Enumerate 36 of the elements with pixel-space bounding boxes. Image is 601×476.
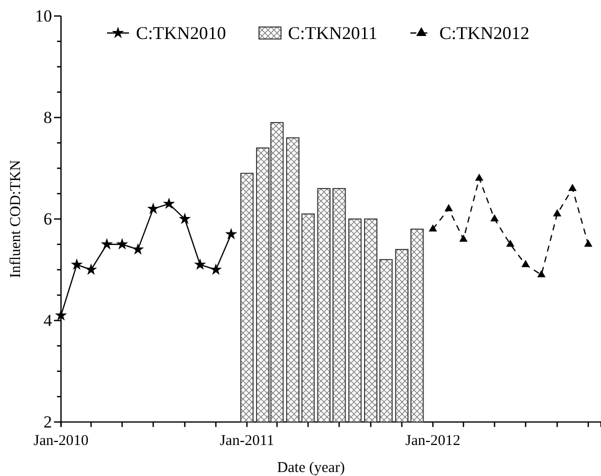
point — [70, 258, 83, 270]
point — [459, 234, 468, 242]
legend-label: C:TKN2010 — [136, 23, 226, 43]
point — [85, 263, 98, 275]
y-tick-label: 4 — [44, 310, 52, 330]
x-tick-label: Jan-2010 — [34, 433, 88, 449]
point — [506, 240, 514, 247]
point — [475, 174, 484, 181]
point — [428, 224, 438, 232]
point — [132, 243, 144, 255]
legend-label: C:TKN2011 — [288, 23, 378, 43]
point — [553, 209, 562, 216]
point — [568, 184, 577, 191]
point — [178, 212, 191, 224]
point — [537, 270, 546, 278]
point — [521, 260, 530, 268]
legend-label: C:TKN2012 — [439, 23, 530, 43]
point — [147, 202, 160, 214]
point — [210, 263, 222, 275]
x-axis-title: Date (year) — [277, 460, 345, 476]
y-tick-label: 2 — [44, 412, 52, 432]
x-tick-label: Jan-2012 — [405, 433, 460, 449]
point — [194, 258, 206, 270]
y-axis-title: Influent COD:TKN — [8, 160, 24, 278]
x-tick-label: Jan-2011 — [220, 433, 274, 449]
point — [54, 309, 68, 321]
y-tick-label: 6 — [44, 209, 52, 228]
y-tick-label: 10 — [35, 6, 52, 26]
point — [584, 240, 592, 247]
y-tick-label: 8 — [44, 108, 52, 127]
point — [225, 228, 238, 240]
point — [100, 238, 113, 250]
point — [490, 214, 499, 222]
point — [162, 197, 176, 209]
point — [116, 238, 128, 250]
point — [444, 204, 453, 212]
